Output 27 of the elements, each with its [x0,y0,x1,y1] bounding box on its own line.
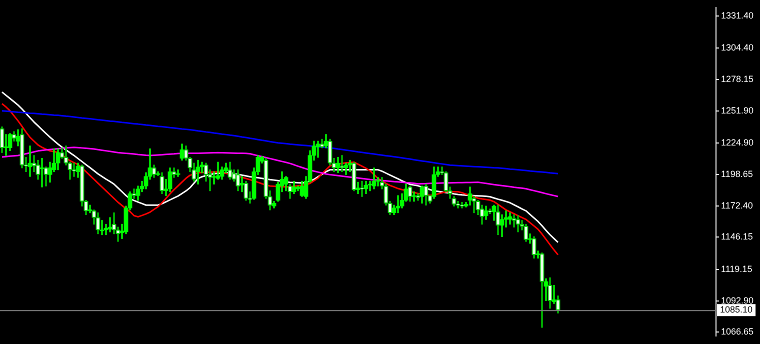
candlestick [412,191,416,202]
candlestick [348,160,352,172]
candlestick [340,155,344,172]
candlestick [472,196,476,214]
ref-line-label: 1085.10 [720,304,753,315]
candlestick [100,220,104,236]
y-tick-label: 1304.40 [721,42,754,53]
candlestick [212,171,216,184]
y-tick-label: 1172.40 [721,200,753,210]
candlestick [528,233,532,244]
y-tick-label: 1119.15 [721,264,752,274]
candlestick [108,217,112,232]
candlestick [196,160,200,184]
y-tick-label: 1066.65 [721,326,754,337]
candlestick [28,146,32,177]
y-tick-label: 1331.40 [721,10,754,20]
y-tick-label: 1251.90 [721,105,754,116]
candlestick [316,140,320,158]
candlestick [544,278,548,301]
y-tick-label: 1198.65 [721,168,753,179]
y-tick-label: 1146.15 [721,232,753,242]
candlestick [396,195,400,214]
y-tick-label: 1224.90 [721,138,754,148]
candlestick [176,169,180,177]
y-tick-label: 1092.90 [721,295,754,306]
candlestick [368,180,372,192]
y-tick-label: 1278.15 [721,74,754,84]
